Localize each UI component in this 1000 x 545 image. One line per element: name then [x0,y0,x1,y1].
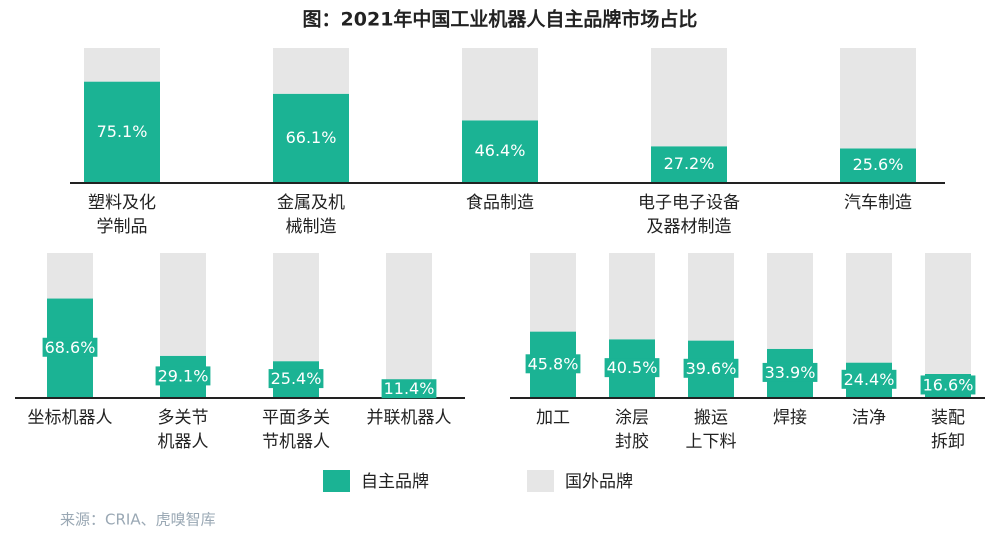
value-label: 25.4% [271,369,322,388]
x-tick-label: 汽车制造 [844,193,912,213]
x-tick-label: 涂层 [615,408,649,428]
bar-segment [530,253,576,332]
x-tick-label: 塑料及化 [88,193,156,213]
value-label-bg [381,379,437,399]
bar-segment [688,253,734,341]
x-tick-label: 金属及机 [277,193,345,213]
x-tick-label: 封胶 [615,432,649,452]
x-tick-label: 平面多关 [262,408,330,428]
value-label: 68.6% [45,338,96,357]
value-label-bg [155,366,211,386]
bar-segment [462,120,538,183]
bar-segment [160,253,206,356]
value-label: 29.1% [158,366,209,385]
value-label: 27.2% [664,154,715,173]
value-label: 46.4% [475,141,526,160]
value-label: 39.6% [686,359,737,378]
bar-segment [925,253,971,374]
value-label-bg [42,337,98,357]
legend-label: 国外品牌 [565,472,633,492]
value-label-bg [762,362,818,382]
x-tick-label: 装配 [931,408,965,428]
x-tick-label: 并联机器人 [367,408,452,428]
x-tick-label: 节机器人 [262,432,330,452]
bar-segment [840,148,916,183]
bar-segment [846,253,892,363]
x-tick-label: 拆卸 [931,432,965,452]
x-tick-label: 机器人 [158,432,209,452]
value-label: 40.5% [607,358,658,377]
x-tick-label: 上下料 [686,432,737,452]
value-label: 24.4% [844,370,895,389]
value-label-bg [268,369,324,389]
value-label-bg [683,358,739,378]
value-label: 75.1% [97,122,148,141]
bar-segment [462,48,538,121]
bar-segment [273,93,349,183]
value-label: 33.9% [765,363,816,382]
legend-label: 自主品牌 [361,472,429,492]
x-tick-label: 学制品 [97,217,148,237]
value-label-bg [604,358,660,378]
bar-segment [767,253,813,349]
bar-segment [651,146,727,183]
value-label: 25.6% [853,155,904,174]
source-note: 来源：CRIA、虎嗅智库 [60,511,216,529]
value-label: 66.1% [286,128,337,147]
legend-swatch [323,470,350,492]
value-label-bg [841,369,897,389]
chart-title: 图：2021年中国工业机器人自主品牌市场占比 [303,8,698,31]
bar-segment [840,48,916,149]
bar-segment [651,48,727,147]
x-tick-label: 食品制造 [466,193,534,213]
bar-segment [47,253,93,299]
x-tick-label: 洁净 [852,408,886,428]
bar-segment [609,253,655,340]
value-label: 16.6% [923,375,974,394]
x-tick-label: 械制造 [286,217,337,237]
bar-segment [84,48,160,82]
x-tick-label: 坐标机器人 [28,408,113,428]
bar-segment [273,253,319,362]
legend-swatch [527,470,554,492]
bar-segment [386,253,432,382]
value-label: 45.8% [528,354,579,373]
value-label-bg [920,375,976,395]
x-tick-label: 焊接 [773,408,807,428]
x-tick-label: 加工 [536,408,570,428]
x-tick-label: 电子电子设备 [638,193,740,213]
bar-segment [84,81,160,183]
x-tick-label: 及器材制造 [647,217,732,237]
value-label-bg [525,354,581,374]
x-tick-label: 多关节 [158,408,209,428]
value-label: 11.4% [384,379,435,398]
x-tick-label: 搬运 [694,408,728,428]
bar-segment [273,48,349,94]
